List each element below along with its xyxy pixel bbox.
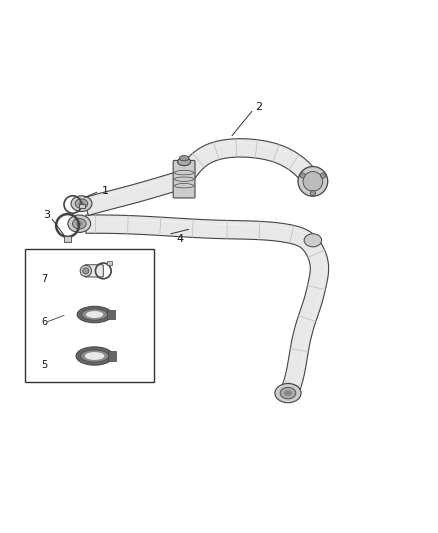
Ellipse shape xyxy=(76,347,113,365)
FancyBboxPatch shape xyxy=(173,160,195,198)
Circle shape xyxy=(80,265,92,277)
Text: 5: 5 xyxy=(41,360,47,370)
Ellipse shape xyxy=(78,201,85,206)
Text: 2: 2 xyxy=(256,102,263,112)
Text: 1: 1 xyxy=(102,186,109,196)
Circle shape xyxy=(310,190,315,196)
Bar xyxy=(108,351,117,361)
Ellipse shape xyxy=(280,387,296,399)
Ellipse shape xyxy=(284,390,292,396)
Text: 7: 7 xyxy=(41,274,47,284)
Bar xyxy=(25,249,153,382)
Text: 4: 4 xyxy=(176,235,183,245)
Text: 3: 3 xyxy=(43,211,50,221)
FancyBboxPatch shape xyxy=(85,265,103,277)
Ellipse shape xyxy=(85,352,104,360)
Polygon shape xyxy=(86,215,328,394)
Ellipse shape xyxy=(72,219,86,229)
Ellipse shape xyxy=(76,221,83,227)
Polygon shape xyxy=(83,171,187,215)
Bar xyxy=(79,204,85,208)
Ellipse shape xyxy=(68,215,91,232)
Ellipse shape xyxy=(298,166,328,196)
Ellipse shape xyxy=(275,384,301,403)
Ellipse shape xyxy=(304,234,321,247)
Ellipse shape xyxy=(75,199,88,208)
Bar xyxy=(107,261,113,265)
Bar xyxy=(64,236,71,241)
Ellipse shape xyxy=(86,311,103,318)
Bar xyxy=(107,310,115,319)
Circle shape xyxy=(300,173,305,178)
Ellipse shape xyxy=(303,172,323,191)
Polygon shape xyxy=(176,139,318,184)
Circle shape xyxy=(83,268,89,274)
Ellipse shape xyxy=(81,309,108,320)
Ellipse shape xyxy=(71,196,92,212)
Circle shape xyxy=(321,173,326,178)
Text: 6: 6 xyxy=(41,317,47,327)
Ellipse shape xyxy=(179,156,189,161)
Ellipse shape xyxy=(77,306,112,323)
Ellipse shape xyxy=(177,158,191,166)
Ellipse shape xyxy=(81,350,109,362)
